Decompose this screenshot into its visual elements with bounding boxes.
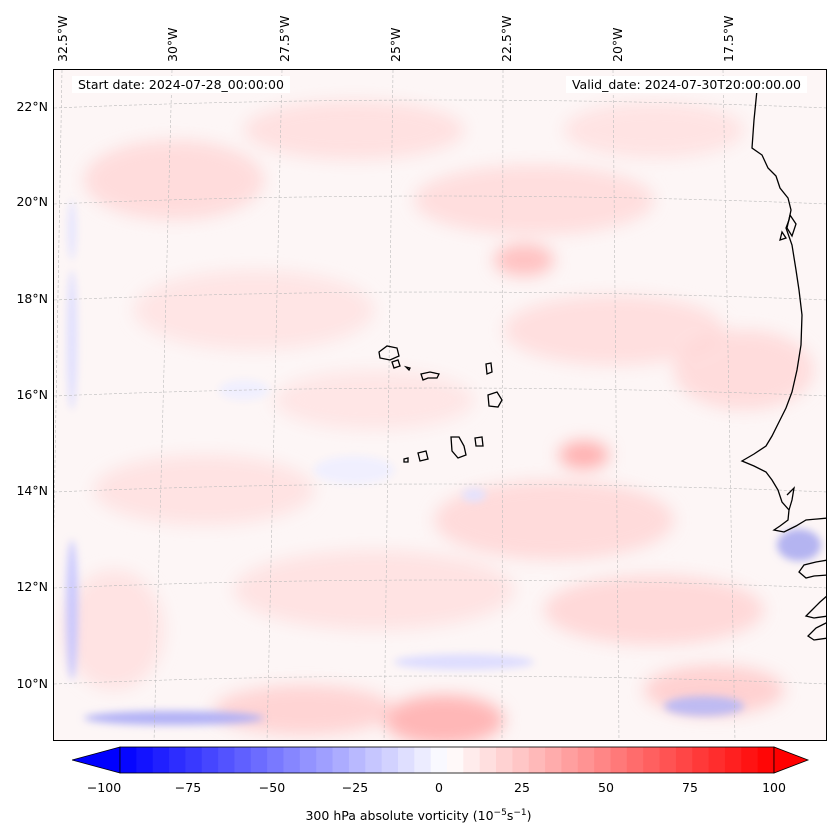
negative-vorticity-patches: [66, 200, 821, 725]
colorbar-segment: [185, 747, 203, 773]
colorbar-tick-75: 75: [682, 780, 698, 795]
colorbar-segment: [283, 747, 301, 773]
island-brava: [403, 457, 409, 463]
lon-label-22-5w: 22.5°W: [499, 15, 514, 62]
colorbar-segment: [201, 747, 219, 773]
island-boa-vista: [487, 391, 503, 408]
lat-label-20n: 20°N: [16, 194, 48, 209]
colorbar-segments: [120, 747, 775, 773]
colorbar-segment: [447, 747, 464, 773]
island-sao-vicente: [391, 359, 401, 369]
lon-label-17-5w: 17.5°W: [721, 15, 736, 62]
colorbar-segment: [365, 747, 383, 773]
colorbar-tick-50: 50: [598, 780, 614, 795]
colorbar-segment: [152, 747, 170, 773]
colorbar-segment: [463, 747, 481, 773]
vorticity-field: [64, 100, 821, 740]
lat-label-16n: 16°N: [16, 387, 48, 402]
colorbar-segment: [545, 747, 563, 773]
island-sao-nicolau: [420, 371, 440, 381]
colorbar-segment: [397, 747, 415, 773]
colorbar-segment: [561, 747, 579, 773]
lon-label-27-5w: 27.5°W: [277, 15, 292, 62]
colorbar-segment: [299, 747, 317, 773]
cape-verde-coast-segment: [786, 486, 795, 511]
colorbar-segment: [643, 747, 661, 773]
colorbar-segment: [496, 747, 513, 773]
colorbar-segment: [708, 747, 726, 773]
colorbar-segment: [757, 747, 775, 773]
colorbar-label: 300 hPa absolute vorticity (10−5s−1): [305, 808, 532, 824]
lon-label-32-5w: 32.5°W: [55, 15, 70, 62]
colorbar-segment: [348, 747, 366, 773]
lat-label-12n: 12°N: [16, 579, 48, 594]
colorbar-segment: [528, 747, 546, 773]
lat-label-14n: 14°N: [16, 483, 48, 498]
colorbar-segment: [120, 747, 137, 773]
colorbar-tick-minus-75: −75: [174, 780, 202, 795]
colorbar-extend-min: [72, 746, 121, 774]
valid-date-label: Valid_date: 2024-07-30T20:00:00.00: [565, 76, 807, 93]
colorbar-tick-100: 100: [762, 780, 786, 795]
colorbar-segment: [332, 747, 350, 773]
island-santa-luzia: [403, 365, 411, 372]
lat-label-18n: 18°N: [16, 291, 48, 306]
colorbar-segment: [594, 747, 612, 773]
coastline: [740, 89, 826, 641]
colorbar-segment: [626, 747, 644, 773]
colorbar-segment: [430, 747, 448, 773]
colorbar-segment: [724, 747, 742, 773]
island-santiago: [450, 436, 467, 459]
africa-coast: [740, 89, 826, 533]
island-maio: [474, 436, 484, 447]
colorbar-segment: [577, 747, 595, 773]
lon-label-30w: 30°W: [165, 27, 180, 62]
lon-label-25w: 25°W: [388, 27, 403, 62]
lat-label-10n: 10°N: [16, 676, 48, 691]
colorbar-segment: [741, 747, 759, 773]
positive-vorticity-patches: [64, 100, 814, 740]
vorticity-map: [54, 70, 826, 740]
colorbar-tick-minus-25: −25: [341, 780, 369, 795]
colorbar-tick-minus-50: −50: [258, 780, 286, 795]
colorbar-segment: [218, 747, 236, 773]
start-date-label: Start date: 2024-07-28_00:00:00: [72, 76, 290, 93]
colorbar-segment: [267, 747, 285, 773]
colorbar-tick-25: 25: [514, 780, 530, 795]
cape-verde-islands: [378, 345, 503, 463]
colorbar-segment: [692, 747, 710, 773]
lat-label-22n: 22°N: [16, 99, 48, 114]
colorbar-segment: [659, 747, 677, 773]
gridlines: [54, 70, 826, 740]
colorbar-segment: [479, 747, 497, 773]
colorbar-segment: [250, 747, 268, 773]
colorbar-tick-0: 0: [435, 780, 443, 795]
colorbar-extend-max: [773, 746, 810, 774]
colorbar-segment: [169, 747, 186, 773]
colorbar-segment: [381, 747, 399, 773]
island-sal: [485, 362, 493, 375]
island-santo-antao: [378, 345, 400, 361]
colorbar-segment: [316, 747, 334, 773]
colorbar-segment: [414, 747, 432, 773]
colorbar-segment: [512, 747, 530, 773]
colorbar-segment: [610, 747, 628, 773]
lon-label-20w: 20°W: [610, 27, 625, 62]
colorbar-segment: [234, 747, 252, 773]
colorbar-segment: [136, 747, 154, 773]
map-panel: [53, 69, 827, 741]
island-fogo: [417, 450, 429, 462]
colorbar-tick-minus-100: −100: [86, 780, 122, 795]
colorbar-segment: [675, 747, 693, 773]
colorbar: [72, 746, 810, 774]
